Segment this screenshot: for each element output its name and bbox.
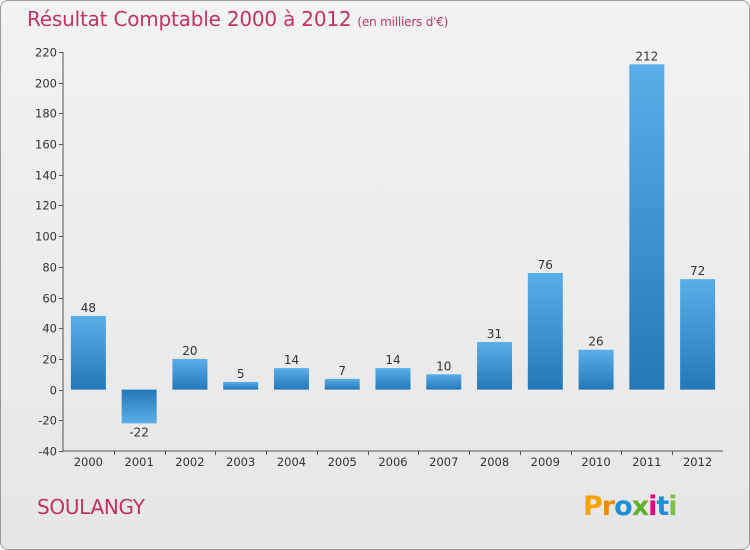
logo-letter: i [668,491,677,522]
bar-value-label: 7 [338,364,346,378]
bar-value-label: 48 [81,301,96,315]
x-tick-label: 2001 [125,455,154,469]
x-tick-label: 2011 [632,455,661,469]
proxiti-logo: Proxiti [583,491,678,522]
y-tick-label: 80 [42,261,57,275]
bar-value-label: 76 [538,258,553,272]
y-tick-label: 200 [35,77,57,91]
x-tick-label: 2009 [531,455,560,469]
bar [477,342,513,390]
y-tick-label: 140 [35,169,57,183]
bar-value-label: 26 [588,335,603,349]
logo-letter: i [648,491,657,522]
y-tick-label: -40 [38,445,57,459]
x-tick-label: 2007 [429,455,458,469]
bar [527,272,563,390]
y-tick-label: 220 [35,46,57,60]
x-tick-label: 2002 [175,455,204,469]
y-tick-label: 60 [42,292,57,306]
bar [426,374,462,390]
logo-letter: o [614,491,633,522]
chart-title-row: Résultat Comptable 2000 à 2012 (en millie… [27,7,448,31]
x-tick-label: 2006 [378,455,407,469]
bar [273,368,309,390]
y-tick-label: 180 [35,107,57,121]
y-tick-label: 40 [42,322,57,336]
x-tick-label: 2010 [581,455,610,469]
bar-value-label: 212 [635,49,658,63]
x-tick-label: 2012 [683,455,712,469]
bar-value-label: 72 [690,264,705,278]
y-tick-label: 100 [35,230,57,244]
logo-letter: x [631,491,649,522]
bar [578,349,614,390]
x-tick-label: 2005 [328,455,357,469]
city-name: SOULANGY [37,495,145,519]
bar [680,279,716,390]
bar-value-label: -22 [129,425,149,439]
bar [375,368,411,390]
chart-title: Résultat Comptable 2000 à 2012 [27,7,352,31]
bar [324,378,360,390]
bar [223,381,259,390]
bar-value-label: 31 [487,327,502,341]
bar [172,358,208,390]
bar-value-label: 14 [284,353,299,367]
logo-letter: r [601,491,615,522]
x-tick-label: 2000 [74,455,103,469]
x-tick-label: 2004 [277,455,306,469]
y-tick-label: -20 [38,414,57,428]
y-tick-label: 0 [50,384,57,398]
bar [629,64,665,390]
bar [70,315,106,390]
bar-value-label: 5 [237,367,245,381]
y-tick-label: 20 [42,353,57,367]
bar-value-label: 10 [436,359,451,373]
logo-letter: t [656,491,669,522]
bar-value-label: 14 [385,353,400,367]
bar-value-label: 20 [182,344,197,358]
bar [121,389,157,424]
y-tick-label: 120 [35,199,57,213]
x-tick-label: 2003 [226,455,255,469]
logo-letter: P [583,491,603,522]
chart-subtitle: (en milliers d'€) [357,15,449,29]
y-tick-label: 160 [35,138,57,152]
x-tick-label: 2008 [480,455,509,469]
